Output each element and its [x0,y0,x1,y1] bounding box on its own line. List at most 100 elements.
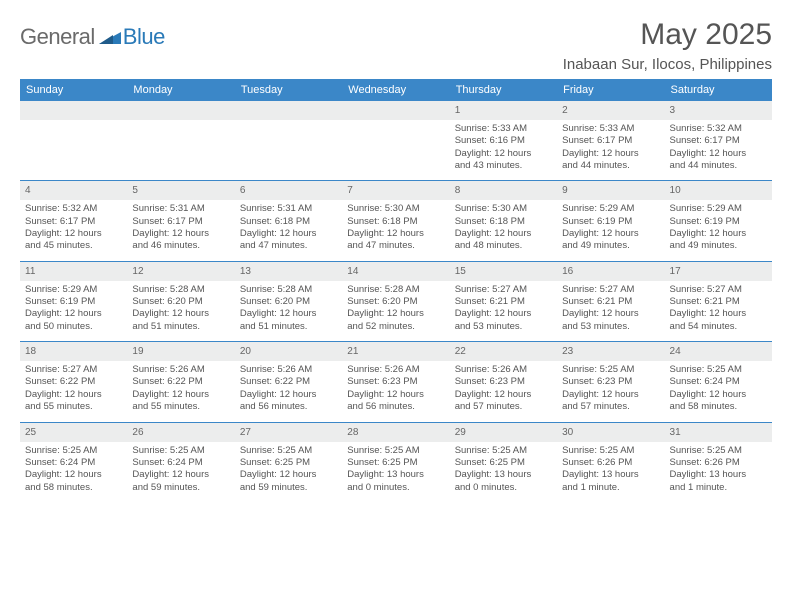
day-number: 14 [342,262,449,281]
daylight-text: and 51 minutes. [240,321,337,333]
day-number: 24 [665,342,772,361]
sunset-text: Sunset: 6:19 PM [670,216,767,228]
daylight-text: and 0 minutes. [347,482,444,494]
sunrise-text: Sunrise: 5:26 AM [240,364,337,376]
sunset-text: Sunset: 6:16 PM [455,135,552,147]
day-cell: 8Sunrise: 5:30 AMSunset: 6:18 PMDaylight… [450,181,557,261]
daylight-text: Daylight: 12 hours [25,308,122,320]
daylight-text: Daylight: 12 hours [240,389,337,401]
day-cell: 30Sunrise: 5:25 AMSunset: 6:26 PMDayligh… [557,422,664,502]
day-cell: 19Sunrise: 5:26 AMSunset: 6:22 PMDayligh… [127,342,234,422]
day-cell: 28Sunrise: 5:25 AMSunset: 6:25 PMDayligh… [342,422,449,502]
sunset-text: Sunset: 6:20 PM [132,296,229,308]
day-details: Sunrise: 5:25 AMSunset: 6:26 PMDaylight:… [557,442,664,502]
day-details: Sunrise: 5:31 AMSunset: 6:17 PMDaylight:… [127,200,234,260]
daylight-text: and 58 minutes. [25,482,122,494]
day-details: Sunrise: 5:28 AMSunset: 6:20 PMDaylight:… [127,281,234,341]
day-header-wednesday: Wednesday [342,80,449,101]
sunrise-text: Sunrise: 5:28 AM [132,284,229,296]
day-details: Sunrise: 5:33 AMSunset: 6:17 PMDaylight:… [557,120,664,180]
empty-cell [235,101,342,181]
daylight-text: Daylight: 12 hours [132,228,229,240]
sunrise-text: Sunrise: 5:25 AM [132,445,229,457]
sunset-text: Sunset: 6:24 PM [132,457,229,469]
sunrise-text: Sunrise: 5:25 AM [562,445,659,457]
day-header-friday: Friday [557,80,664,101]
sunset-text: Sunset: 6:24 PM [25,457,122,469]
day-cell: 12Sunrise: 5:28 AMSunset: 6:20 PMDayligh… [127,261,234,341]
day-number: 6 [235,181,342,200]
daylight-text: Daylight: 12 hours [455,389,552,401]
day-details [127,120,234,176]
day-details [235,120,342,176]
daylight-text: and 53 minutes. [562,321,659,333]
sunrise-text: Sunrise: 5:27 AM [562,284,659,296]
day-header-row: SundayMondayTuesdayWednesdayThursdayFrid… [20,80,772,101]
calendar-week: 11Sunrise: 5:29 AMSunset: 6:19 PMDayligh… [20,261,772,341]
sunset-text: Sunset: 6:22 PM [132,376,229,388]
daylight-text: and 50 minutes. [25,321,122,333]
day-details: Sunrise: 5:26 AMSunset: 6:22 PMDaylight:… [235,361,342,421]
day-details: Sunrise: 5:26 AMSunset: 6:23 PMDaylight:… [342,361,449,421]
day-details: Sunrise: 5:26 AMSunset: 6:22 PMDaylight:… [127,361,234,421]
sunset-text: Sunset: 6:21 PM [670,296,767,308]
sunrise-text: Sunrise: 5:30 AM [347,203,444,215]
empty-cell [127,101,234,181]
day-number [235,101,342,120]
daylight-text: Daylight: 12 hours [347,228,444,240]
daylight-text: and 1 minute. [670,482,767,494]
logo-text-general: General [20,24,95,50]
sunset-text: Sunset: 6:23 PM [562,376,659,388]
page-header: General Blue May 2025 Inabaan Sur, Iloco… [20,18,772,73]
day-cell: 26Sunrise: 5:25 AMSunset: 6:24 PMDayligh… [127,422,234,502]
daylight-text: and 49 minutes. [670,240,767,252]
day-header-thursday: Thursday [450,80,557,101]
day-header-tuesday: Tuesday [235,80,342,101]
day-cell: 10Sunrise: 5:29 AMSunset: 6:19 PMDayligh… [665,181,772,261]
daylight-text: Daylight: 12 hours [670,228,767,240]
sunset-text: Sunset: 6:21 PM [455,296,552,308]
day-details: Sunrise: 5:25 AMSunset: 6:24 PMDaylight:… [665,361,772,421]
day-number: 16 [557,262,664,281]
day-number: 5 [127,181,234,200]
sunrise-text: Sunrise: 5:25 AM [670,445,767,457]
day-details: Sunrise: 5:29 AMSunset: 6:19 PMDaylight:… [557,200,664,260]
sunset-text: Sunset: 6:25 PM [455,457,552,469]
daylight-text: Daylight: 12 hours [132,308,229,320]
daylight-text: Daylight: 12 hours [240,308,337,320]
day-details: Sunrise: 5:28 AMSunset: 6:20 PMDaylight:… [235,281,342,341]
daylight-text: and 55 minutes. [25,401,122,413]
daylight-text: Daylight: 12 hours [347,389,444,401]
day-number: 30 [557,423,664,442]
sunrise-text: Sunrise: 5:29 AM [25,284,122,296]
sunset-text: Sunset: 6:23 PM [347,376,444,388]
logo-text-blue: Blue [123,24,165,50]
calendar-week: 25Sunrise: 5:25 AMSunset: 6:24 PMDayligh… [20,422,772,502]
sunset-text: Sunset: 6:18 PM [347,216,444,228]
daylight-text: Daylight: 12 hours [670,148,767,160]
daylight-text: Daylight: 12 hours [562,308,659,320]
sunrise-text: Sunrise: 5:29 AM [670,203,767,215]
sunrise-text: Sunrise: 5:26 AM [132,364,229,376]
day-details: Sunrise: 5:25 AMSunset: 6:24 PMDaylight:… [127,442,234,502]
sunrise-text: Sunrise: 5:33 AM [562,123,659,135]
sunset-text: Sunset: 6:19 PM [562,216,659,228]
day-cell: 13Sunrise: 5:28 AMSunset: 6:20 PMDayligh… [235,261,342,341]
sunrise-text: Sunrise: 5:26 AM [347,364,444,376]
daylight-text: and 47 minutes. [347,240,444,252]
day-number: 11 [20,262,127,281]
day-number: 15 [450,262,557,281]
daylight-text: and 46 minutes. [132,240,229,252]
sunrise-text: Sunrise: 5:27 AM [670,284,767,296]
day-number: 27 [235,423,342,442]
day-details: Sunrise: 5:25 AMSunset: 6:25 PMDaylight:… [235,442,342,502]
day-number: 12 [127,262,234,281]
day-cell: 15Sunrise: 5:27 AMSunset: 6:21 PMDayligh… [450,261,557,341]
calendar-week: 18Sunrise: 5:27 AMSunset: 6:22 PMDayligh… [20,342,772,422]
day-number: 25 [20,423,127,442]
day-details: Sunrise: 5:30 AMSunset: 6:18 PMDaylight:… [342,200,449,260]
daylight-text: and 55 minutes. [132,401,229,413]
day-cell: 17Sunrise: 5:27 AMSunset: 6:21 PMDayligh… [665,261,772,341]
day-cell: 18Sunrise: 5:27 AMSunset: 6:22 PMDayligh… [20,342,127,422]
day-number: 22 [450,342,557,361]
